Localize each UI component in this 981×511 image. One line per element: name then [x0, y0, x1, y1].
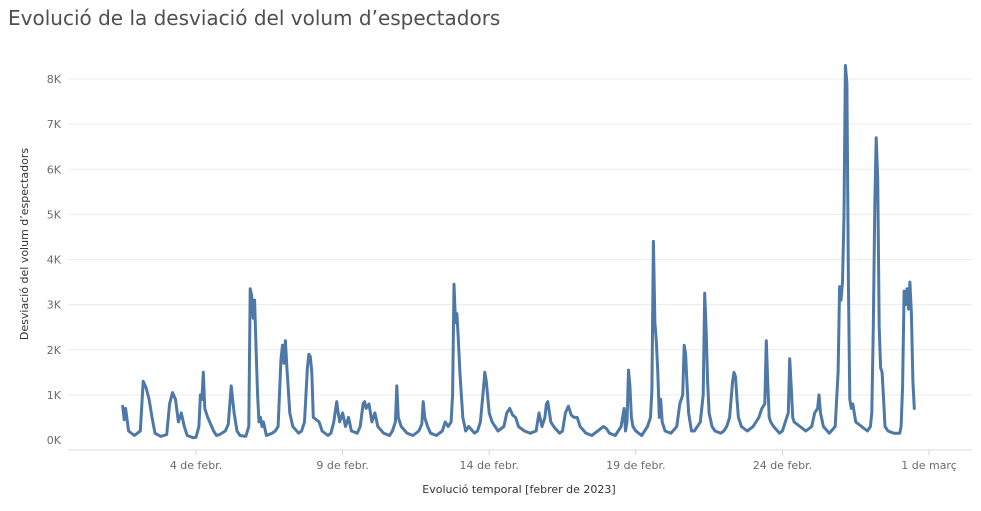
- y-tick-label: 8K: [47, 73, 62, 86]
- x-axis-ticks: 4 de febr. 9 de febr. 14 de febr. 19 de feb…: [170, 450, 957, 472]
- x-axis-title: Evolució temporal [febrer de 2023]: [422, 483, 615, 496]
- x-tick-label: 9 de febr.: [316, 459, 368, 472]
- y-axis-title: Desviació del volum d’espectadors: [18, 148, 31, 340]
- y-tick-label: 0K: [47, 434, 62, 447]
- y-tick-label: 1K: [47, 389, 62, 402]
- gridlines: [68, 78, 972, 396]
- x-tick-label: 19 de febr.: [606, 459, 665, 472]
- y-tick-label: 6K: [47, 163, 62, 176]
- x-tick-label: 24 de febr.: [753, 459, 812, 472]
- chart-title: Evolució de la desviació del volum d’esp…: [8, 6, 501, 30]
- x-tick-label: 1 de març: [901, 459, 957, 472]
- x-tick-label: 4 de febr.: [170, 459, 222, 472]
- y-axis-ticks: 0K 1K 2K 3K 4K 5K 6K 7K 8K: [47, 73, 62, 447]
- y-tick-label: 2K: [47, 344, 62, 357]
- y-tick-label: 4K: [47, 254, 62, 267]
- y-tick-label: 3K: [47, 299, 62, 312]
- y-tick-label: 5K: [47, 208, 62, 221]
- series-group: [121, 64, 916, 440]
- series-line-0: [121, 64, 916, 440]
- x-tick-label: 14 de febr.: [460, 459, 519, 472]
- y-tick-label: 7K: [47, 118, 62, 131]
